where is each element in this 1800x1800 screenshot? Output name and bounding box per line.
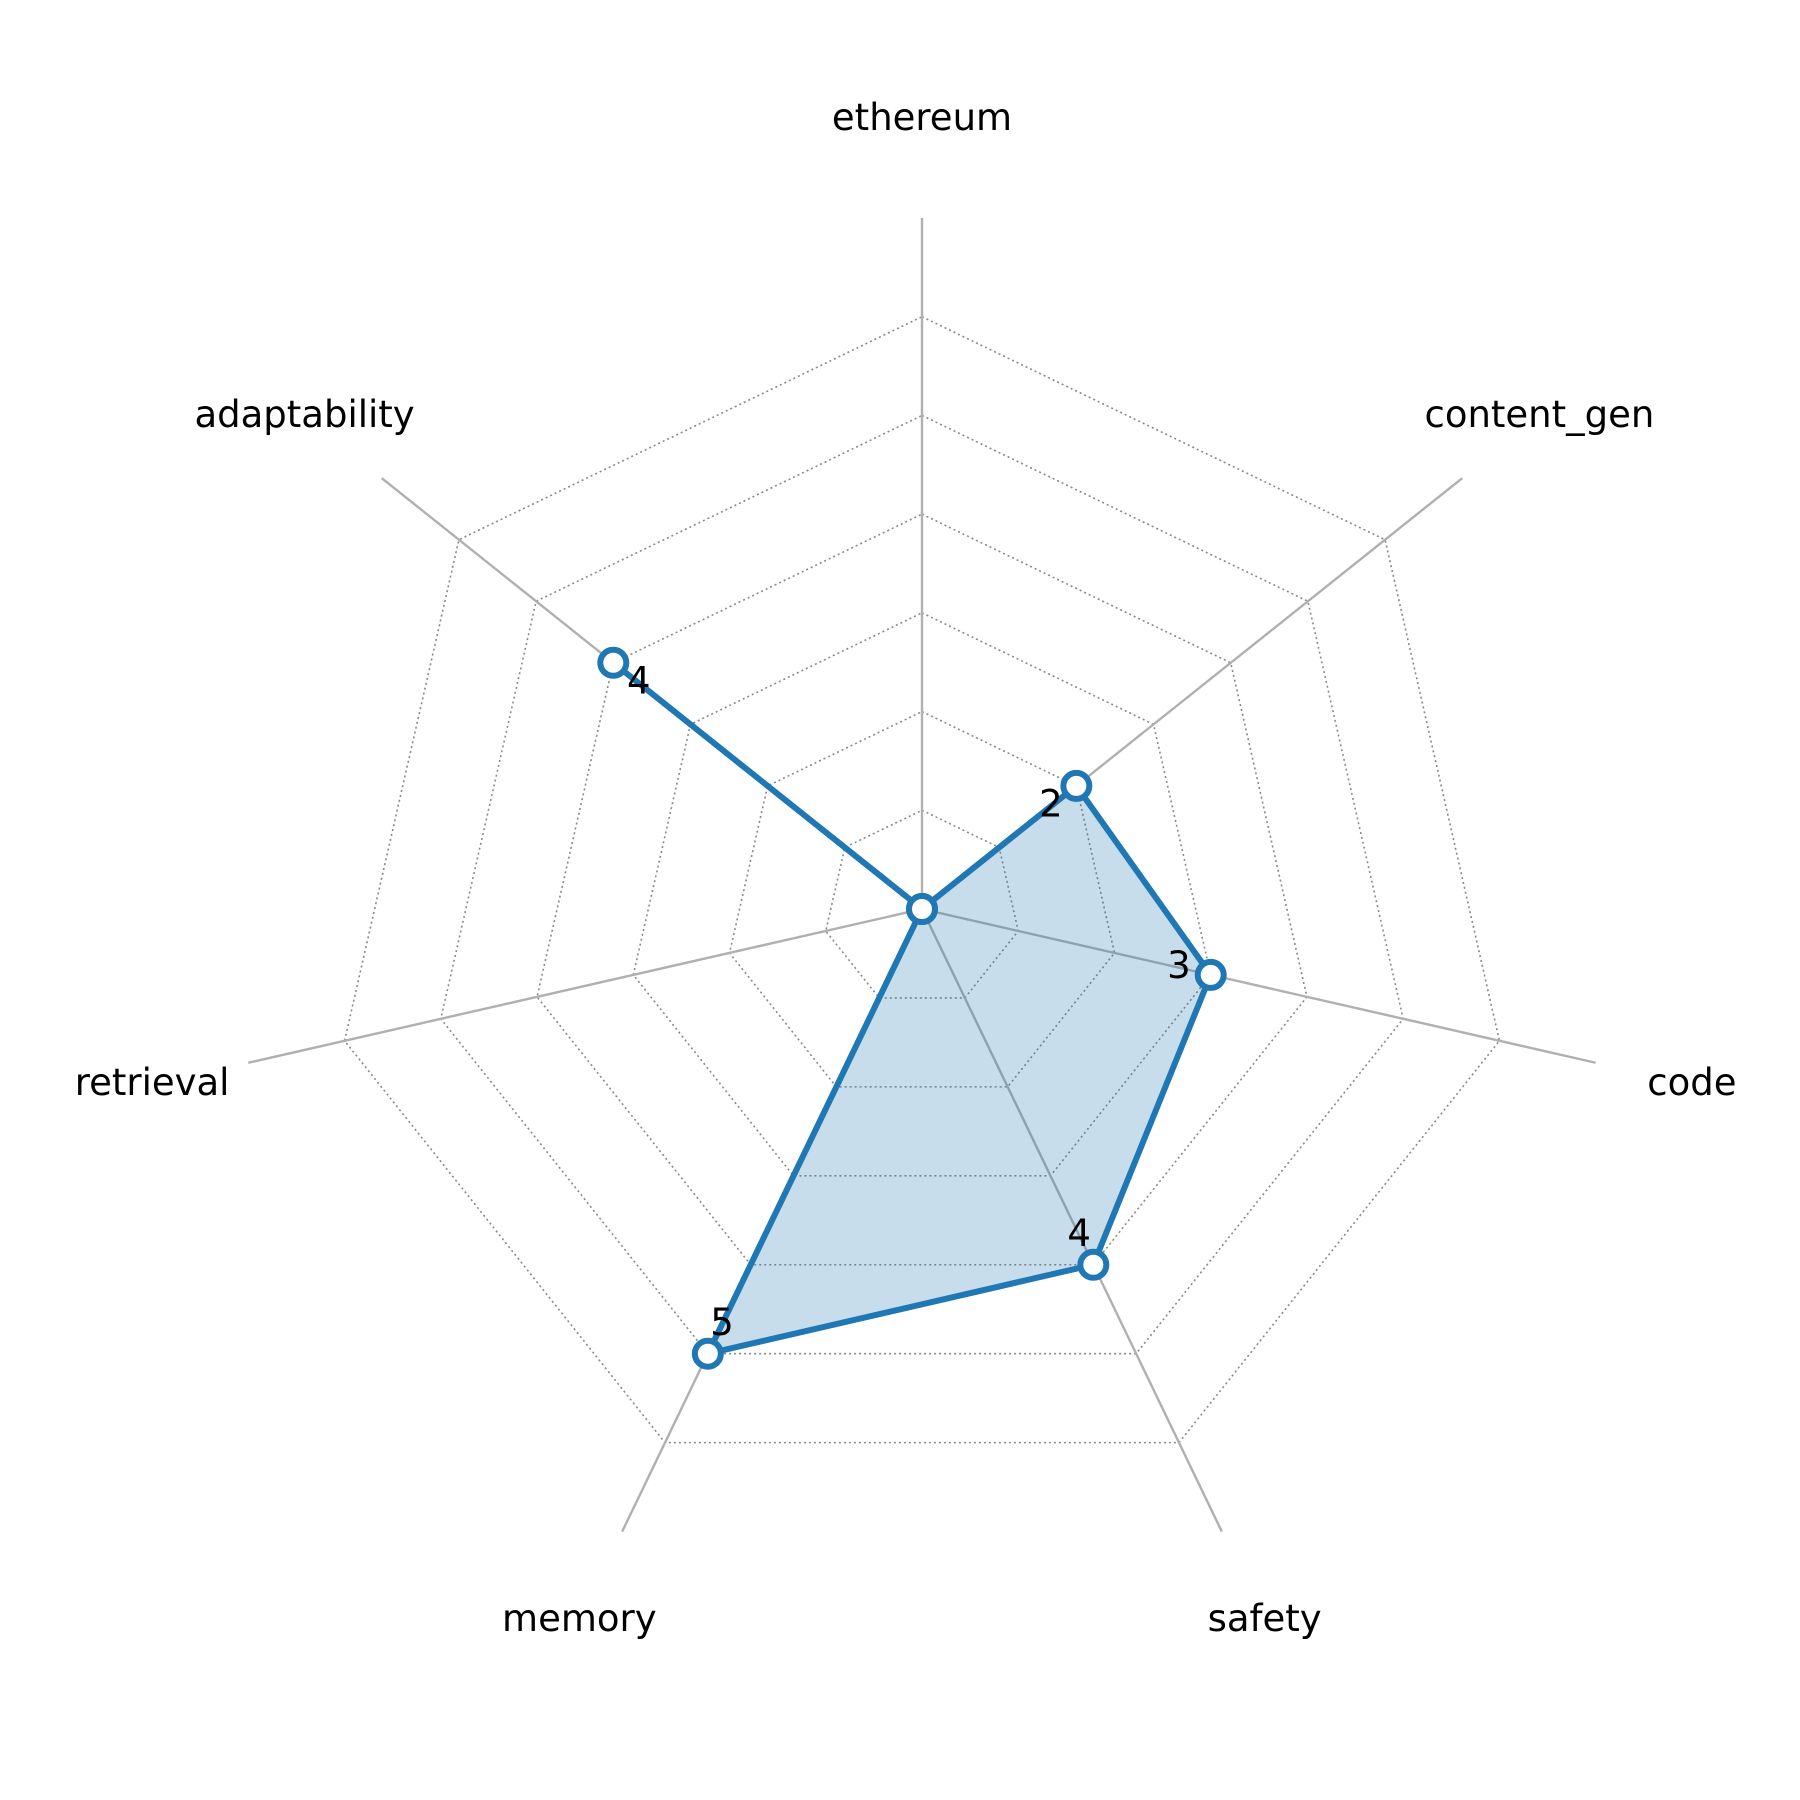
marker <box>1194 958 1227 991</box>
data-label: 2 <box>1039 783 1063 826</box>
category-label: ethereum <box>832 96 1012 139</box>
axis-line <box>920 908 1223 1533</box>
category-label: adaptability <box>194 393 414 436</box>
marker <box>906 893 938 925</box>
marker <box>1077 1248 1110 1281</box>
axis-line <box>248 907 923 1064</box>
marker <box>691 1337 724 1370</box>
category-label: content_gen <box>1424 393 1654 436</box>
data-label: 4 <box>1067 1212 1091 1255</box>
series-area <box>613 662 1211 1354</box>
category-label: retrieval <box>75 1061 230 1104</box>
marker <box>597 646 630 679</box>
category-label: memory <box>502 1597 657 1640</box>
data-label: 5 <box>710 1301 734 1344</box>
data-label: 3 <box>1167 944 1191 987</box>
marker <box>1060 769 1093 802</box>
data-label: 4 <box>627 660 651 703</box>
axis-line <box>921 907 1596 1064</box>
category-label: safety <box>1208 1597 1322 1640</box>
series-line <box>610 659 1214 1357</box>
category-label: code <box>1647 1061 1736 1104</box>
